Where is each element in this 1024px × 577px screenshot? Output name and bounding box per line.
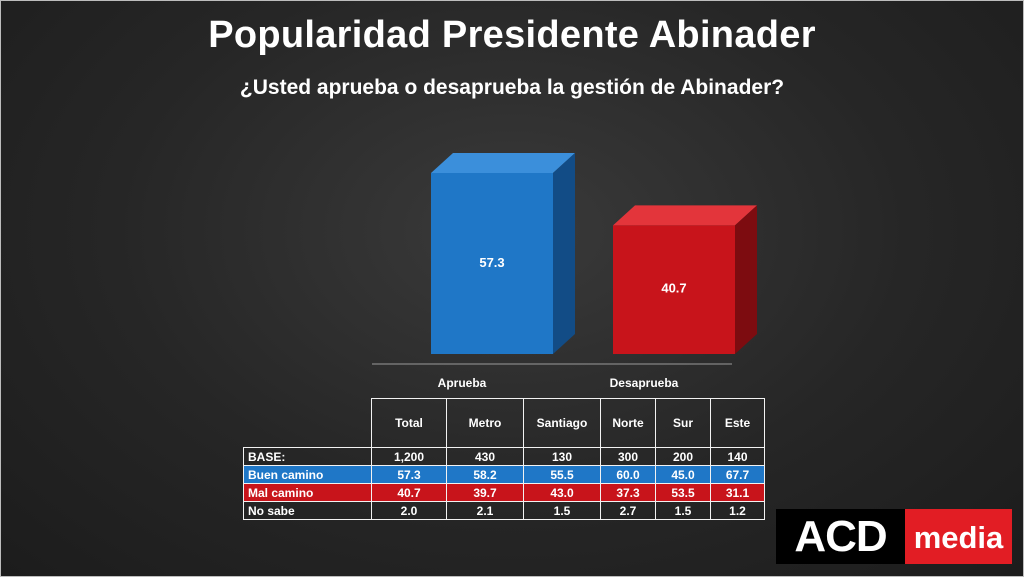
table-row-buen-camino: Buen camino 57.3 58.2 55.5 60.0 45.0 67.…: [243, 465, 765, 484]
logo-acd-text: ACD: [776, 509, 905, 564]
table-corner: [243, 398, 372, 448]
table-cell: 37.3: [600, 483, 656, 502]
table-cell: 39.7: [446, 483, 524, 502]
results-table: Total Metro Santiago Norte Sur Este BASE…: [243, 398, 765, 520]
table-cell: 430: [446, 447, 524, 466]
bar-desaprueba: [613, 225, 735, 354]
chart-subtitle: ¿Usted aprueba o desaprueba la gestión d…: [239, 76, 785, 99]
table-cell: 55.5: [523, 465, 601, 484]
row-label: Mal camino: [243, 483, 372, 502]
table-row-no-sabe: No sabe 2.0 2.1 1.5 2.7 1.5 1.2: [243, 501, 765, 520]
acd-media-logo: ACD media: [776, 509, 1012, 564]
bar-top-desaprueba: [613, 205, 757, 226]
chart-title: Popularidad Presidente Abinader: [208, 14, 816, 56]
table-cell: 1.5: [655, 501, 711, 520]
table-cell: 2.7: [600, 501, 656, 520]
bar-side-desaprueba: [735, 205, 757, 354]
row-label: Buen camino: [243, 465, 372, 484]
table-cell: 43.0: [523, 483, 601, 502]
table-cell: 1.5: [523, 501, 601, 520]
row-label: No sabe: [243, 501, 372, 520]
table-cell: 58.2: [446, 465, 524, 484]
table-row-base: BASE: 1,200 430 130 300 200 140: [243, 447, 765, 466]
column-header: Este: [710, 398, 765, 448]
table-cell: 45.0: [655, 465, 711, 484]
table-row-mal-camino: Mal camino 40.7 39.7 43.0 37.3 53.5 31.1: [243, 483, 765, 502]
category-label-desaprueba: Desaprueba: [609, 376, 679, 390]
column-header: Metro: [446, 398, 524, 448]
table-cell: 40.7: [371, 483, 447, 502]
bar-top-aprueba: [431, 153, 575, 173]
bar-side-aprueba: [553, 153, 575, 354]
table-cell: 140: [710, 447, 765, 466]
table-cell: 1.2: [710, 501, 765, 520]
table-cell: 60.0: [600, 465, 656, 484]
table-cell: 57.3: [371, 465, 447, 484]
category-label-aprueba: Aprueba: [437, 376, 487, 390]
table-cell: 300: [600, 447, 656, 466]
table-header-row: Total Metro Santiago Norte Sur Este: [243, 398, 765, 448]
bar-value-label-aprueba: 57.3: [479, 255, 504, 270]
table-cell: 1,200: [371, 447, 447, 466]
column-header: Norte: [600, 398, 656, 448]
column-header: Santiago: [523, 398, 601, 448]
table-cell: 200: [655, 447, 711, 466]
logo-media-text: media: [905, 509, 1012, 564]
row-label: BASE:: [243, 447, 372, 466]
table-cell: 31.1: [710, 483, 765, 502]
table-cell: 2.1: [446, 501, 524, 520]
table-cell: 2.0: [371, 501, 447, 520]
bar-value-label-desaprueba: 40.7: [661, 280, 686, 295]
column-header: Total: [371, 398, 447, 448]
table-cell: 130: [523, 447, 601, 466]
column-header: Sur: [655, 398, 711, 448]
bar-aprueba: [431, 173, 553, 354]
table-cell: 67.7: [710, 465, 765, 484]
table-cell: 53.5: [655, 483, 711, 502]
